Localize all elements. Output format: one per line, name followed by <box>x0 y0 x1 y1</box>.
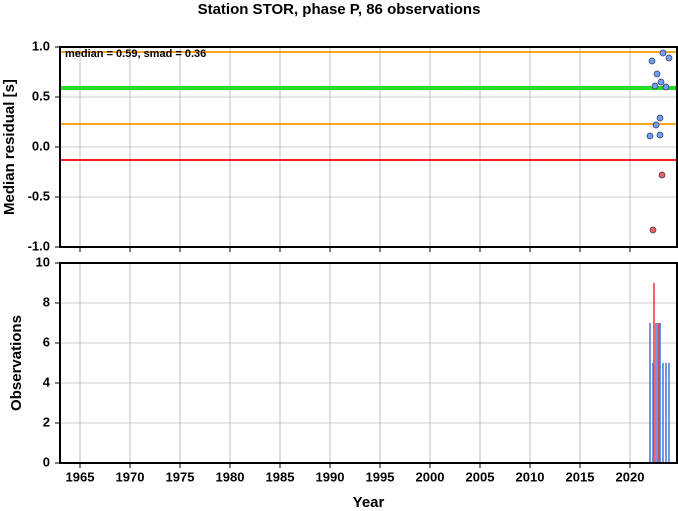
y-axis-label: Observations <box>8 315 25 411</box>
x-tick-label: 2015 <box>566 469 595 484</box>
y-tick-label: -1.0 <box>28 238 50 253</box>
point <box>665 54 673 62</box>
bar <box>653 283 655 463</box>
point <box>651 82 659 90</box>
x-tick-label: 2005 <box>466 469 495 484</box>
point <box>649 226 657 234</box>
annotation: median = 0.59, smad = 0.36 <box>65 48 206 60</box>
bar <box>659 323 661 463</box>
x-tick-label: 2010 <box>516 469 545 484</box>
point <box>656 114 664 122</box>
y-tick-label: -0.5 <box>28 188 50 203</box>
point <box>662 83 670 91</box>
plot-frame <box>59 46 678 248</box>
bar <box>665 363 667 463</box>
point <box>658 171 666 179</box>
bar <box>662 363 664 463</box>
point <box>652 121 660 129</box>
y-tick-label: 1.0 <box>32 38 50 53</box>
x-tick-label: 1975 <box>166 469 195 484</box>
x-axis-label: Year <box>353 494 385 511</box>
x-tick-label: 1965 <box>66 469 95 484</box>
y-tick-label: 8 <box>43 294 50 309</box>
bar <box>657 323 659 463</box>
chart-title: Station STOR, phase P, 86 observations <box>198 1 481 18</box>
x-tick-label: 1990 <box>316 469 345 484</box>
bar <box>658 323 660 463</box>
point <box>657 78 665 86</box>
plot-area <box>60 263 677 463</box>
x-tick-label: 1970 <box>116 469 145 484</box>
y-tick-label: 10 <box>36 254 50 269</box>
x-tick-label: 1985 <box>266 469 295 484</box>
x-tick-label: 2000 <box>416 469 445 484</box>
y-tick-label: 0.5 <box>32 88 50 103</box>
bar <box>649 323 651 463</box>
plot-frame <box>59 262 678 464</box>
point <box>659 49 667 57</box>
point <box>653 70 661 78</box>
x-tick-label: 1995 <box>366 469 395 484</box>
point <box>646 132 654 140</box>
bar <box>652 363 654 463</box>
y-tick-label: 6 <box>43 334 50 349</box>
bar <box>668 363 670 463</box>
y-tick-label: 0 <box>43 454 50 469</box>
x-tick-label: 2020 <box>616 469 645 484</box>
y-tick-label: 2 <box>43 414 50 429</box>
y-axis-label: Median residual [s] <box>1 79 18 215</box>
point <box>648 57 656 65</box>
y-tick-label: 0.0 <box>32 138 50 153</box>
point <box>656 131 664 139</box>
x-tick-label: 1980 <box>216 469 245 484</box>
y-tick-label: 4 <box>43 374 51 389</box>
bar <box>655 323 657 463</box>
